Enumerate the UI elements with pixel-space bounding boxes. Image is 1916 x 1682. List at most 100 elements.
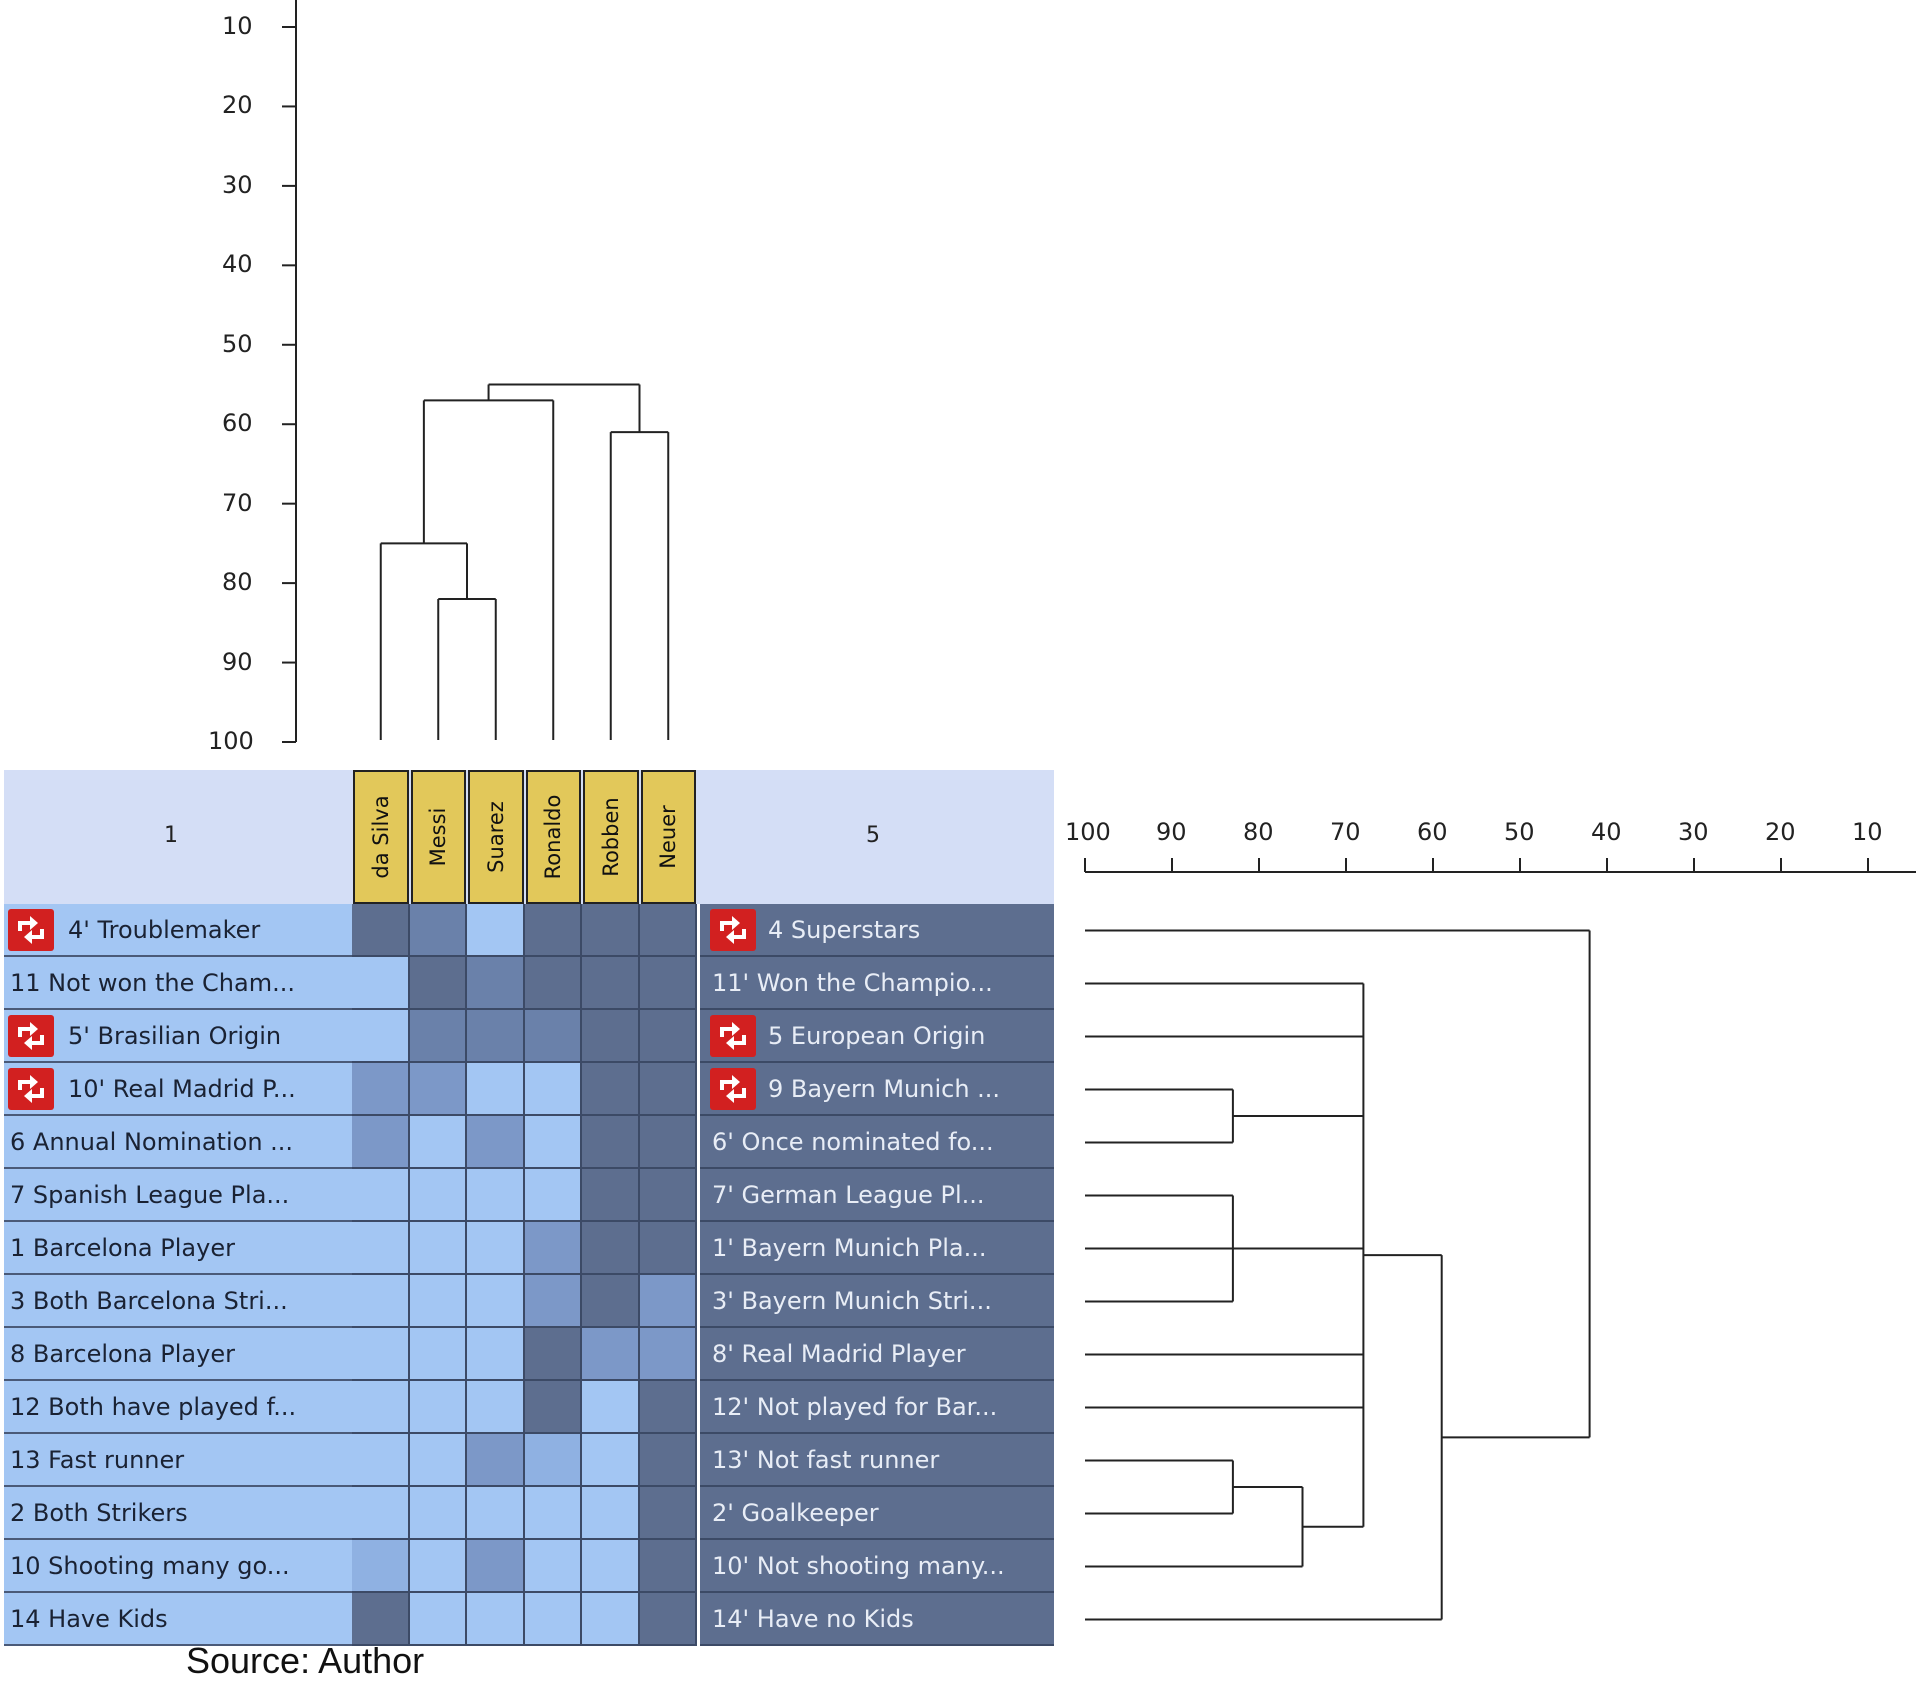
construct-axis-tick-label: 60 xyxy=(1417,818,1448,846)
rating-cell xyxy=(467,1434,525,1487)
swap-icon[interactable] xyxy=(710,1014,756,1057)
construct-left-label: 1 Barcelona Player xyxy=(10,1233,235,1262)
construct-right-pole[interactable]: 8' Real Madrid Player xyxy=(700,1328,1054,1381)
rating-cell xyxy=(524,1169,582,1222)
construct-left-pole[interactable]: 7 Spanish League Pla... xyxy=(4,1169,352,1222)
construct-left-label: 14 Have Kids xyxy=(10,1604,168,1633)
element-axis-tick-label: 10 xyxy=(222,12,253,40)
element-label: Neuer xyxy=(656,805,681,869)
construct-left-pole[interactable]: 10 Shooting many go... xyxy=(4,1540,352,1593)
rating-cell xyxy=(582,1540,640,1593)
rating-cell xyxy=(352,1593,410,1646)
construct-right-pole[interactable]: 3' Bayern Munich Stri... xyxy=(700,1275,1054,1328)
construct-dendrogram-tree xyxy=(1085,929,1591,1621)
rating-cell xyxy=(524,1593,582,1646)
rating-cell xyxy=(582,1434,640,1487)
construct-left-label: 7 Spanish League Pla... xyxy=(10,1180,290,1209)
rating-cell xyxy=(524,1275,582,1328)
construct-right-pole[interactable]: 10' Not shooting many... xyxy=(700,1540,1054,1593)
rating-cell xyxy=(409,1381,467,1434)
construct-left-pole[interactable]: 12 Both have played f... xyxy=(4,1381,352,1434)
construct-right-label: 2' Goalkeeper xyxy=(712,1498,879,1527)
swap-icon[interactable] xyxy=(8,908,54,951)
construct-right-label: 10' Not shooting many... xyxy=(712,1551,1005,1580)
rating-cell xyxy=(524,1328,582,1381)
construct-left-pole[interactable]: 11 Not won the Cham... xyxy=(4,957,352,1010)
swap-icon[interactable] xyxy=(8,1067,54,1110)
rating-cell xyxy=(467,1487,525,1540)
element-header-messi: Messi xyxy=(410,770,466,904)
rating-cell xyxy=(524,1434,582,1487)
construct-left-label: 10 Shooting many go... xyxy=(10,1551,290,1580)
construct-left-pole[interactable]: 5' Brasilian Origin xyxy=(4,1010,352,1063)
construct-right-pole[interactable]: 13' Not fast runner xyxy=(700,1434,1054,1487)
construct-left-pole[interactable]: 10' Real Madrid P... xyxy=(4,1063,352,1116)
construct-right-pole[interactable]: 12' Not played for Bar... xyxy=(700,1381,1054,1434)
construct-left-pole[interactable]: 8 Barcelona Player xyxy=(4,1328,352,1381)
rating-cell xyxy=(409,1434,467,1487)
element-label: Suarez xyxy=(483,801,508,873)
construct-axis-tick-label: 50 xyxy=(1504,818,1535,846)
rating-cell xyxy=(409,1487,467,1540)
rating-cell xyxy=(639,1169,697,1222)
rating-cell xyxy=(639,1116,697,1169)
construct-dendrogram-axis xyxy=(1084,858,1916,873)
rating-cell xyxy=(467,1222,525,1275)
element-label: da Silva xyxy=(368,795,393,879)
construct-right-pole[interactable]: 14' Have no Kids xyxy=(700,1593,1054,1646)
rating-cell xyxy=(582,1593,640,1646)
rating-cell xyxy=(639,1434,697,1487)
element-dendrogram-tree xyxy=(379,383,670,740)
rating-cell xyxy=(639,1063,697,1116)
construct-right-pole[interactable]: 7' German League Pl... xyxy=(700,1169,1054,1222)
construct-right-pole[interactable]: 2' Goalkeeper xyxy=(700,1487,1054,1540)
construct-right-pole[interactable]: 5 European Origin xyxy=(700,1010,1054,1063)
construct-left-pole[interactable]: 4' Troublemaker xyxy=(4,904,352,957)
construct-left-label: 11 Not won the Cham... xyxy=(10,968,295,997)
construct-left-pole[interactable]: 3 Both Barcelona Stri... xyxy=(4,1275,352,1328)
rating-cell xyxy=(467,1381,525,1434)
construct-axis-tick-label: 90 xyxy=(1156,818,1187,846)
rating-cell xyxy=(639,904,697,957)
rating-cell xyxy=(582,1010,640,1063)
swap-icon[interactable] xyxy=(710,908,756,951)
rating-cell xyxy=(352,1328,410,1381)
construct-right-pole[interactable]: 6' Once nominated fo... xyxy=(700,1116,1054,1169)
construct-dendrogram xyxy=(1084,858,1916,1621)
rating-cell xyxy=(409,1116,467,1169)
swap-icon[interactable] xyxy=(8,1014,54,1057)
rating-cell xyxy=(582,904,640,957)
rating-cell xyxy=(639,1275,697,1328)
construct-axis-tick-label: 20 xyxy=(1765,818,1796,846)
right-pole-header: 5 xyxy=(866,823,880,848)
construct-right-pole[interactable]: 1' Bayern Munich Pla... xyxy=(700,1222,1054,1275)
construct-left-label: 12 Both have played f... xyxy=(10,1392,297,1421)
construct-left-label: 3 Both Barcelona Stri... xyxy=(10,1286,288,1315)
element-axis-tick-label: 80 xyxy=(222,568,253,597)
construct-left-label: 4' Troublemaker xyxy=(68,915,261,944)
construct-right-label: 6' Once nominated fo... xyxy=(712,1127,994,1156)
construct-left-label: 2 Both Strikers xyxy=(10,1498,188,1527)
rating-cell xyxy=(352,1169,410,1222)
rating-cell xyxy=(467,1010,525,1063)
construct-axis-tick-label: 100 xyxy=(1065,818,1111,846)
construct-left-pole[interactable]: 13 Fast runner xyxy=(4,1434,352,1487)
construct-left-pole[interactable]: 1 Barcelona Player xyxy=(4,1222,352,1275)
construct-right-pole[interactable]: 11' Won the Champio... xyxy=(700,957,1054,1010)
rating-cell xyxy=(467,1593,525,1646)
construct-left-pole[interactable]: 14 Have Kids xyxy=(4,1593,352,1646)
swap-icon[interactable] xyxy=(710,1067,756,1110)
left-pole-header: 1 xyxy=(164,823,178,848)
rating-cell xyxy=(639,1328,697,1381)
rating-cell xyxy=(467,1275,525,1328)
element-dendrogram xyxy=(282,0,670,743)
rating-cell xyxy=(352,904,410,957)
construct-right-pole[interactable]: 4 Superstars xyxy=(700,904,1054,957)
construct-left-pole[interactable]: 2 Both Strikers xyxy=(4,1487,352,1540)
rating-cell xyxy=(639,1010,697,1063)
construct-left-pole[interactable]: 6 Annual Nomination ... xyxy=(4,1116,352,1169)
construct-left-label: 6 Annual Nomination ... xyxy=(10,1127,294,1156)
rating-cell xyxy=(467,1328,525,1381)
footer-source: Source: Author xyxy=(186,1640,425,1681)
construct-right-pole[interactable]: 9 Bayern Munich ... xyxy=(700,1063,1054,1116)
